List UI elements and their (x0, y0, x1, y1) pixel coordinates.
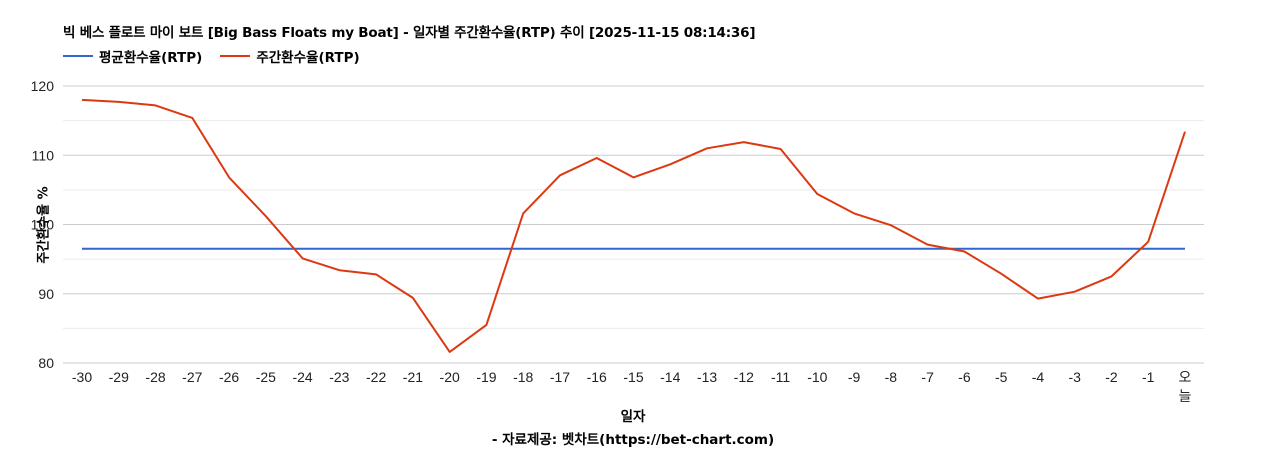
x-tick-label: -6 (958, 369, 971, 385)
x-tick-label: -23 (329, 369, 349, 385)
chart-title: 빅 베스 플로트 마이 보트 [Big Bass Floats my Boat]… (63, 25, 756, 41)
x-tick-label: -11 (771, 369, 790, 385)
series-lines (81, 98, 1186, 353)
x-tick-label: -3 (1068, 369, 1081, 385)
x-tick-label: -12 (734, 369, 754, 385)
x-tick-label: -15 (623, 369, 643, 385)
x-tick-label: -24 (292, 369, 312, 385)
x-tick-label: -19 (476, 369, 496, 385)
x-tick-label: -28 (145, 369, 165, 385)
x-tick-label: -8 (885, 369, 898, 385)
x-tick-label: -20 (440, 369, 460, 385)
gridlines (63, 85, 1204, 364)
x-tick-label: -21 (403, 369, 423, 385)
x-tick-label: -26 (219, 369, 239, 385)
x-tick-label: -1 (1142, 369, 1155, 385)
y-tick-label: 90 (38, 286, 54, 302)
y-axis-title: 주간환수율 % (36, 186, 52, 264)
x-tick-label: -30 (72, 369, 92, 385)
x-tick-label: -18 (513, 369, 533, 385)
data-source-credit: - 자료제공: 벳차트(https://bet-chart.com) (491, 432, 775, 448)
x-axis-ticks: -30 -29 -28 -27 -26 -25 -24 -23 -22 -21 -20 -19 -18 -… (72, 369, 1192, 404)
x-tick-label: -29 (109, 369, 129, 385)
legend-swatch-red-icon (220, 55, 251, 57)
x-tick-label: -9 (848, 369, 861, 385)
x-tick-label: -2 (1105, 369, 1118, 385)
y-axis-ticks: 80 90 100 110 120 (31, 78, 55, 371)
x-tick-label: -16 (587, 369, 607, 385)
x-tick-label: -7 (921, 369, 934, 385)
legend-item-weekly-rtp[interactable]: 주간환수율(RTP) (220, 46, 360, 66)
x-tick-label: -5 (995, 369, 1008, 385)
x-tick-label: -13 (697, 369, 717, 385)
legend-swatch-blue-icon (63, 55, 93, 57)
y-tick-label: 120 (31, 78, 55, 94)
series-weekly-rtp-line[interactable] (81, 98, 1186, 353)
y-tick-label: 110 (32, 147, 55, 163)
x-axis-title: 일자 (620, 409, 646, 425)
legend-label: 평균환수율(RTP) (99, 50, 203, 66)
x-tick-label: -4 (1032, 369, 1045, 385)
x-tick-label: -14 (660, 369, 680, 385)
x-tick-label: -27 (182, 369, 202, 385)
y-tick-label: 100 (31, 217, 55, 233)
x-tick-label: -25 (256, 369, 276, 385)
x-tick-label: -17 (550, 369, 570, 385)
x-tick-label: -22 (366, 369, 386, 385)
y-tick-label: 80 (38, 355, 54, 371)
legend-label: 주간환수율(RTP) (256, 50, 360, 66)
legend: 평균환수율(RTP) 주간환수율(RTP) (63, 46, 378, 66)
x-tick-label: -10 (807, 369, 827, 385)
legend-item-average-rtp[interactable]: 평균환수율(RTP) (63, 46, 202, 66)
